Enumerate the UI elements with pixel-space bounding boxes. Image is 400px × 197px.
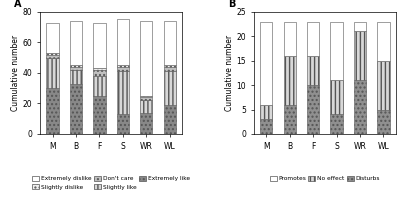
- Bar: [46, 53, 59, 55]
- Bar: [93, 70, 106, 76]
- Bar: [284, 22, 296, 56]
- Bar: [70, 65, 82, 67]
- Y-axis label: Cumulative number: Cumulative number: [224, 35, 234, 111]
- Bar: [117, 67, 129, 71]
- Bar: [307, 22, 319, 56]
- Bar: [330, 22, 343, 80]
- Bar: [284, 105, 296, 134]
- Bar: [70, 70, 82, 84]
- Bar: [70, 67, 82, 70]
- Y-axis label: Cumulative number: Cumulative number: [11, 35, 20, 111]
- Bar: [93, 22, 106, 68]
- Bar: [46, 88, 59, 134]
- Bar: [377, 61, 390, 110]
- Bar: [354, 22, 366, 31]
- Bar: [117, 114, 129, 134]
- Bar: [307, 56, 319, 85]
- Bar: [330, 114, 343, 134]
- Bar: [260, 119, 272, 134]
- Bar: [260, 105, 272, 119]
- Legend: Extremely dislike, Slightly dislike, Don't care, Slightly like, Extremely like: Extremely dislike, Slightly dislike, Don…: [30, 174, 192, 192]
- Bar: [164, 65, 176, 67]
- Bar: [46, 22, 59, 53]
- Bar: [140, 21, 152, 96]
- Bar: [93, 96, 106, 134]
- Bar: [117, 20, 129, 65]
- Text: B: B: [228, 0, 235, 9]
- Bar: [117, 65, 129, 67]
- Bar: [307, 85, 319, 134]
- Bar: [140, 96, 152, 97]
- Bar: [46, 58, 59, 88]
- Bar: [354, 80, 366, 134]
- Bar: [354, 31, 366, 80]
- Bar: [330, 80, 343, 114]
- Bar: [377, 110, 390, 134]
- Bar: [70, 84, 82, 134]
- Text: A: A: [14, 0, 22, 9]
- Bar: [164, 67, 176, 71]
- Bar: [140, 100, 152, 113]
- Bar: [93, 76, 106, 96]
- Bar: [260, 22, 272, 105]
- Bar: [284, 56, 296, 105]
- Bar: [140, 97, 152, 100]
- Bar: [140, 113, 152, 134]
- Bar: [164, 21, 176, 65]
- Bar: [93, 68, 106, 70]
- Bar: [117, 71, 129, 114]
- Bar: [164, 71, 176, 105]
- Legend: Promotes, No effect, Disturbs: Promotes, No effect, Disturbs: [267, 174, 382, 184]
- Bar: [70, 21, 82, 65]
- Bar: [46, 55, 59, 58]
- Bar: [377, 22, 390, 61]
- Bar: [164, 105, 176, 134]
